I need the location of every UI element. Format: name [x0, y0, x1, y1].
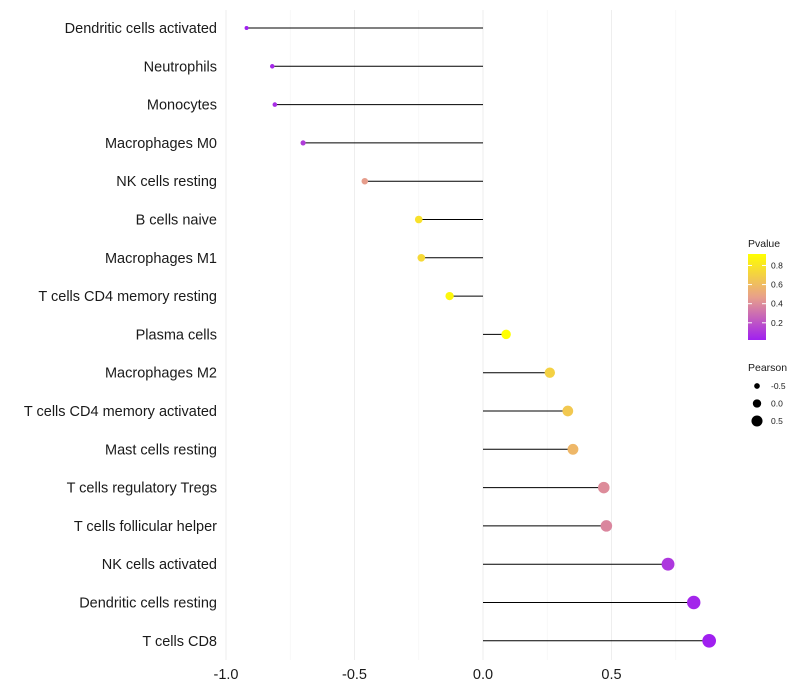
category-labels: Dendritic cells activated Neutrophils Mono… [24, 21, 217, 650]
x-axis-tick-labels: -1.0 -0.5 0.0 0.5 [214, 667, 622, 683]
x-tick-label: 0.5 [601, 667, 621, 683]
pvalue-legend: Pvalue 0.8 0.6 0.4 0.2 [748, 238, 783, 340]
colorbar-tick-label: 0.2 [771, 318, 783, 328]
category-label: T cells CD8 [142, 634, 217, 650]
category-label: Macrophages M2 [105, 366, 217, 382]
stem-layer [246, 27, 710, 642]
data-point [702, 633, 717, 648]
category-label: T cells CD4 memory resting [38, 289, 217, 305]
category-label: Macrophages M1 [105, 251, 217, 267]
size-legend-label: 0.5 [771, 416, 783, 426]
data-point [687, 595, 701, 610]
x-tick-label: -0.5 [342, 667, 367, 683]
pvalue-legend-title: Pvalue [748, 238, 780, 250]
grid-layer [225, 10, 677, 660]
category-label: T cells regulatory Tregs [67, 481, 217, 497]
x-tick-label: -1.0 [214, 667, 239, 683]
pearson-legend-title: Pearson [748, 362, 787, 374]
colorbar-tick-label: 0.8 [771, 260, 783, 270]
data-point [544, 367, 556, 378]
pvalue-colorbar [748, 254, 766, 340]
colorbar-tick-label: 0.4 [771, 299, 783, 309]
category-label: Neutrophils [144, 59, 217, 75]
category-label: Macrophages M0 [105, 136, 217, 152]
category-label: NK cells activated [102, 557, 217, 573]
data-point [567, 443, 579, 455]
category-label: Monocytes [147, 98, 217, 114]
data-point [598, 481, 610, 494]
size-legend-dot [752, 399, 762, 408]
data-point [417, 253, 426, 262]
data-point [361, 177, 369, 185]
x-tick-label: 0.0 [473, 667, 493, 683]
category-label: T cells CD4 memory activated [24, 404, 217, 420]
data-point [272, 102, 278, 107]
pearson-legend: Pearson -0.5 0.0 0.5 [748, 362, 787, 427]
category-label: Plasma cells [136, 327, 217, 343]
data-point [414, 215, 423, 224]
size-legend-dot [754, 383, 760, 389]
category-label: T cells follicular helper [74, 519, 217, 535]
data-point [244, 26, 249, 30]
colorbar-tick-label: 0.6 [771, 280, 783, 290]
data-point [661, 557, 675, 571]
data-point [501, 329, 511, 340]
data-point [269, 64, 275, 69]
data-point [445, 291, 454, 301]
size-legend-label: 0.0 [771, 399, 783, 409]
category-label: Mast cells resting [105, 442, 217, 458]
data-point [562, 405, 574, 417]
data-point [300, 140, 306, 146]
size-legend-label: -0.5 [771, 381, 786, 391]
category-label: NK cells resting [116, 174, 217, 190]
category-label: Dendritic cells resting [79, 596, 217, 612]
category-label: Dendritic cells activated [65, 21, 217, 37]
size-legend-dot [751, 415, 763, 427]
category-label: B cells naive [136, 213, 217, 229]
point-layer [244, 26, 717, 648]
data-point [600, 520, 613, 532]
